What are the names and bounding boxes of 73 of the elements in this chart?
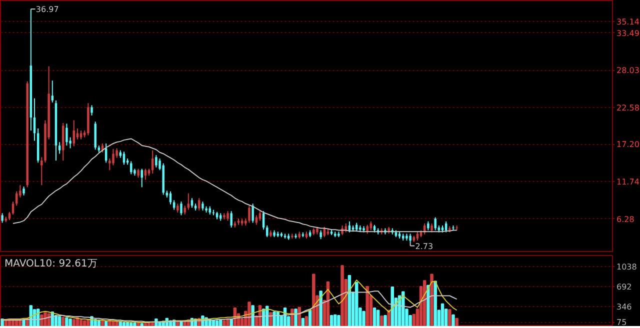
- bar: [440, 303, 444, 326]
- bar: [58, 316, 62, 326]
- y-tick-label: 692: [616, 282, 632, 292]
- bar: [376, 310, 380, 326]
- bar: [455, 318, 458, 326]
- bar: [65, 317, 68, 326]
- bar: [269, 312, 272, 326]
- bar: [434, 280, 437, 326]
- bar: [122, 322, 126, 326]
- bar: [62, 316, 65, 326]
- annotation: 2.73: [415, 242, 434, 251]
- bar: [426, 284, 430, 326]
- line-series: [2, 290, 458, 322]
- bar: [22, 320, 26, 326]
- bar: [319, 290, 322, 326]
- bar: [248, 302, 251, 326]
- bar: [354, 282, 358, 326]
- bar: [226, 319, 230, 326]
- y-tick-label: 6.28: [616, 214, 634, 224]
- bar: [380, 316, 384, 326]
- bar: [44, 312, 47, 326]
- bar: [150, 322, 154, 326]
- bar: [104, 320, 108, 326]
- bar: [308, 310, 312, 326]
- bar: [430, 274, 434, 326]
- bar: [115, 321, 118, 326]
- bar: [304, 316, 308, 326]
- y-tick-label: 75: [616, 318, 627, 328]
- bar: [340, 265, 344, 326]
- bar: [72, 319, 76, 326]
- bar: [112, 320, 115, 326]
- y-tick-label: 346: [616, 302, 632, 312]
- y-tick-label: 1038: [616, 262, 637, 272]
- bar: [334, 314, 337, 326]
- bar: [144, 323, 148, 326]
- annotation: MAVOL10: 92.61万: [4, 258, 98, 270]
- bar: [68, 318, 72, 326]
- bar: [0, 318, 4, 326]
- bar: [272, 312, 276, 326]
- bar: [215, 320, 219, 326]
- bar: [100, 320, 104, 326]
- bar: [372, 307, 376, 326]
- bar: [366, 286, 369, 326]
- y-tick-label: 11.74: [616, 177, 640, 186]
- bar: [126, 322, 130, 326]
- bar: [140, 323, 144, 326]
- bar: [384, 314, 387, 326]
- bar: [330, 314, 334, 326]
- bar: [222, 320, 226, 326]
- y-tick-label: 35.14: [616, 18, 640, 27]
- bar: [130, 322, 133, 326]
- bar: [298, 306, 301, 326]
- y-tick-label: 17.20: [616, 140, 640, 150]
- y-tick-label: 33.49: [616, 28, 640, 38]
- bar: [79, 320, 83, 326]
- bar: [448, 309, 452, 326]
- bar: [452, 314, 455, 326]
- bar: [312, 274, 316, 326]
- bar: [301, 318, 305, 326]
- bar: [133, 322, 136, 326]
- y-tick-label: 28.03: [616, 66, 640, 76]
- bar: [218, 320, 222, 326]
- bar: [86, 319, 90, 326]
- line-series: [2, 280, 458, 323]
- y-tick-label: 22.58: [616, 103, 640, 112]
- bar: [362, 310, 366, 326]
- bar: [82, 320, 86, 326]
- bar: [337, 314, 340, 326]
- bar: [230, 318, 233, 326]
- annotation: 36.97: [36, 5, 59, 14]
- bar: [251, 305, 254, 326]
- bar: [136, 322, 140, 326]
- bar: [47, 313, 50, 326]
